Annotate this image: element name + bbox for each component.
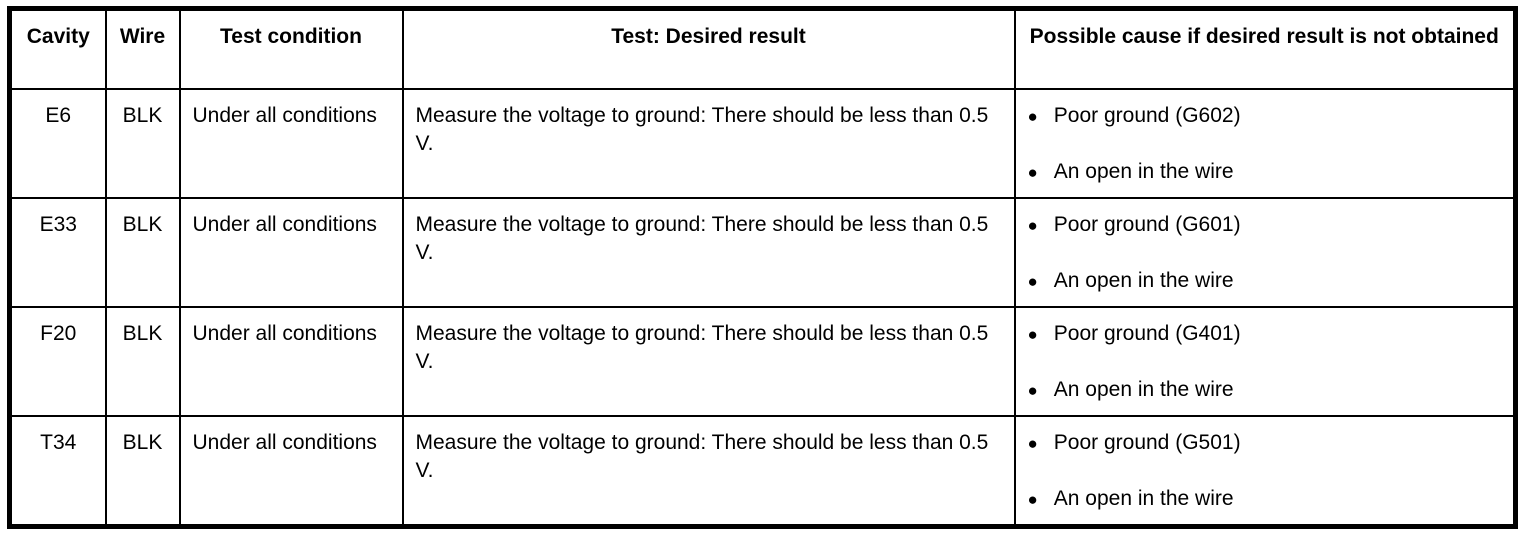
- bullet-icon: ●: [1027, 380, 1038, 400]
- cause-text: An open in the wire: [1053, 268, 1234, 292]
- bullet-icon: ●: [1027, 271, 1038, 291]
- cause-text: Poor ground (G602): [1053, 103, 1241, 127]
- bullet-icon: ●: [1027, 324, 1038, 344]
- cavity-cell: F20: [8, 305, 107, 417]
- header-cell-wire: Wire: [104, 7, 181, 90]
- cause-text: Poor ground (G401): [1053, 321, 1241, 345]
- cause-item: ● An open in the wire: [1028, 376, 1502, 405]
- table-row: T34 BLK Under all conditions Measure the…: [8, 414, 1517, 527]
- wire-cell: BLK: [104, 305, 181, 417]
- header-cell-possible-cause: Possible cause if desired result is not …: [1013, 7, 1517, 90]
- test-condition-cell: Under all conditions: [178, 305, 404, 417]
- wire-cell: BLK: [104, 87, 181, 199]
- table-header: Cavity Wire Test condition Test: Desired…: [8, 7, 1517, 90]
- cavity-cell: T34: [8, 414, 107, 527]
- test-condition-cell: Under all conditions: [178, 414, 404, 527]
- table-body: E6 BLK Under all conditions Measure the …: [8, 87, 1517, 527]
- cause-text: An open in the wire: [1053, 377, 1234, 401]
- cause-text: Poor ground (G601): [1053, 212, 1241, 236]
- table-row: E6 BLK Under all conditions Measure the …: [8, 87, 1517, 199]
- possible-cause-cell: ● Poor ground (G501) ● An open in the wi…: [1013, 414, 1517, 527]
- header-cell-test-condition: Test condition: [178, 7, 404, 90]
- bullet-icon: ●: [1027, 162, 1038, 182]
- possible-cause-cell: ● Poor ground (G602) ● An open in the wi…: [1013, 87, 1517, 199]
- header-cell-cavity: Cavity: [8, 7, 107, 90]
- cause-text: An open in the wire: [1053, 486, 1234, 510]
- bullet-icon: ●: [1027, 106, 1038, 126]
- cause-text: Poor ground (G501): [1053, 430, 1241, 454]
- desired-result-cell: Measure the voltage to ground: There sho…: [401, 87, 1016, 199]
- connector-test-table: Cavity Wire Test condition Test: Desired…: [7, 6, 1518, 529]
- desired-result-cell: Measure the voltage to ground: There sho…: [401, 305, 1016, 417]
- cause-item: ● Poor ground (G401): [1028, 320, 1502, 349]
- cavity-cell: E33: [8, 196, 107, 308]
- cause-item: ● Poor ground (G601): [1028, 211, 1502, 240]
- header-cell-desired-result: Test: Desired result: [401, 7, 1016, 90]
- bullet-icon: ●: [1027, 215, 1038, 235]
- cause-item: ● An open in the wire: [1028, 158, 1502, 187]
- test-condition-cell: Under all conditions: [178, 87, 404, 199]
- wire-cell: BLK: [104, 196, 181, 308]
- cause-item: ● Poor ground (G602): [1028, 102, 1502, 131]
- header-row: Cavity Wire Test condition Test: Desired…: [8, 7, 1517, 90]
- bullet-icon: ●: [1027, 489, 1038, 509]
- table-row: F20 BLK Under all conditions Measure the…: [8, 305, 1517, 417]
- desired-result-cell: Measure the voltage to ground: There sho…: [401, 414, 1016, 527]
- table-row: E33 BLK Under all conditions Measure the…: [8, 196, 1517, 308]
- wire-cell: BLK: [104, 414, 181, 527]
- cause-item: ● An open in the wire: [1028, 267, 1502, 296]
- test-condition-cell: Under all conditions: [178, 196, 404, 308]
- desired-result-cell: Measure the voltage to ground: There sho…: [401, 196, 1016, 308]
- cause-item: ● Poor ground (G501): [1028, 429, 1502, 458]
- cause-text: An open in the wire: [1053, 159, 1234, 183]
- bullet-icon: ●: [1027, 433, 1038, 453]
- possible-cause-cell: ● Poor ground (G601) ● An open in the wi…: [1013, 196, 1517, 308]
- possible-cause-cell: ● Poor ground (G401) ● An open in the wi…: [1013, 305, 1517, 417]
- cause-item: ● An open in the wire: [1028, 485, 1502, 514]
- cavity-cell: E6: [8, 87, 107, 199]
